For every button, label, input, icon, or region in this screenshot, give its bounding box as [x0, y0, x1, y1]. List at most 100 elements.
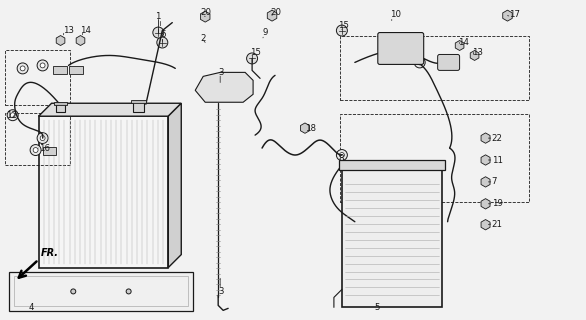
Bar	[56, 103, 65, 112]
Circle shape	[80, 105, 89, 114]
Text: 21: 21	[492, 220, 503, 229]
Circle shape	[79, 38, 83, 43]
Circle shape	[457, 43, 462, 48]
Polygon shape	[301, 123, 309, 133]
Text: 7: 7	[492, 177, 497, 187]
Polygon shape	[195, 72, 253, 102]
Text: 15: 15	[250, 48, 261, 57]
Bar	[339, 160, 445, 170]
Circle shape	[483, 202, 488, 206]
Polygon shape	[455, 41, 464, 51]
Bar	[133, 101, 144, 112]
Circle shape	[247, 53, 258, 64]
Circle shape	[20, 66, 25, 71]
Text: 12: 12	[6, 111, 16, 120]
Bar	[340, 114, 529, 202]
Text: 1: 1	[155, 12, 161, 21]
Text: 20: 20	[200, 8, 211, 17]
Circle shape	[302, 126, 307, 131]
Text: FR.: FR.	[40, 248, 59, 258]
Text: 6: 6	[161, 30, 166, 39]
Text: 20: 20	[270, 8, 281, 17]
Text: 3: 3	[218, 287, 224, 296]
Polygon shape	[470, 51, 479, 60]
Text: 13: 13	[63, 26, 74, 35]
Circle shape	[104, 105, 113, 114]
Text: 17: 17	[509, 10, 520, 19]
Circle shape	[339, 153, 345, 157]
Circle shape	[472, 53, 477, 58]
Bar	[53, 67, 67, 74]
Bar	[131, 100, 146, 103]
Text: 15: 15	[338, 21, 349, 30]
Text: 9: 9	[262, 28, 267, 37]
Circle shape	[30, 145, 41, 156]
Circle shape	[153, 27, 164, 38]
Bar	[13, 276, 188, 306]
Text: 11: 11	[492, 156, 503, 164]
Circle shape	[71, 289, 76, 294]
Text: 16: 16	[39, 144, 50, 153]
Polygon shape	[481, 155, 490, 165]
Bar	[9, 271, 193, 311]
Text: 2: 2	[200, 34, 206, 43]
Text: 10: 10	[390, 10, 401, 19]
Circle shape	[270, 13, 274, 18]
Polygon shape	[481, 220, 490, 230]
Circle shape	[336, 149, 347, 161]
Circle shape	[231, 81, 243, 93]
Text: 4: 4	[29, 303, 34, 312]
Polygon shape	[267, 10, 277, 21]
Circle shape	[483, 222, 488, 227]
Circle shape	[157, 37, 168, 48]
Polygon shape	[200, 11, 210, 22]
Circle shape	[152, 105, 161, 114]
Circle shape	[33, 148, 38, 153]
Circle shape	[10, 113, 15, 118]
Circle shape	[417, 60, 422, 65]
Circle shape	[505, 13, 510, 18]
Circle shape	[414, 57, 425, 68]
Circle shape	[404, 43, 415, 54]
Polygon shape	[481, 199, 490, 209]
Text: 14: 14	[80, 26, 91, 35]
Circle shape	[203, 14, 207, 19]
Circle shape	[483, 158, 488, 162]
FancyBboxPatch shape	[438, 54, 459, 70]
Circle shape	[483, 180, 488, 184]
Bar	[342, 168, 442, 307]
Circle shape	[336, 25, 347, 36]
Text: 22: 22	[492, 133, 503, 143]
Polygon shape	[76, 36, 85, 45]
Circle shape	[207, 81, 219, 93]
Circle shape	[17, 63, 28, 74]
Bar	[5, 51, 70, 105]
Text: 13: 13	[472, 48, 483, 57]
Text: 18: 18	[305, 124, 316, 132]
Circle shape	[386, 43, 397, 54]
FancyBboxPatch shape	[378, 33, 424, 64]
Circle shape	[56, 105, 65, 114]
Bar	[340, 36, 529, 100]
Text: 3: 3	[218, 68, 224, 77]
Polygon shape	[39, 103, 181, 116]
Circle shape	[126, 289, 131, 294]
Bar	[43, 147, 56, 155]
Bar	[39, 116, 168, 268]
Circle shape	[40, 136, 45, 140]
Bar	[54, 102, 67, 105]
Circle shape	[59, 38, 63, 43]
Circle shape	[37, 60, 48, 71]
Circle shape	[483, 136, 488, 140]
Text: 8: 8	[338, 154, 343, 163]
Text: 14: 14	[458, 38, 469, 47]
Circle shape	[40, 63, 45, 68]
Polygon shape	[481, 133, 490, 143]
Circle shape	[128, 105, 137, 114]
Polygon shape	[481, 177, 490, 187]
Circle shape	[7, 110, 18, 121]
Polygon shape	[168, 103, 181, 268]
Text: 5: 5	[375, 303, 380, 312]
Bar	[69, 67, 83, 74]
Text: 19: 19	[492, 199, 502, 208]
